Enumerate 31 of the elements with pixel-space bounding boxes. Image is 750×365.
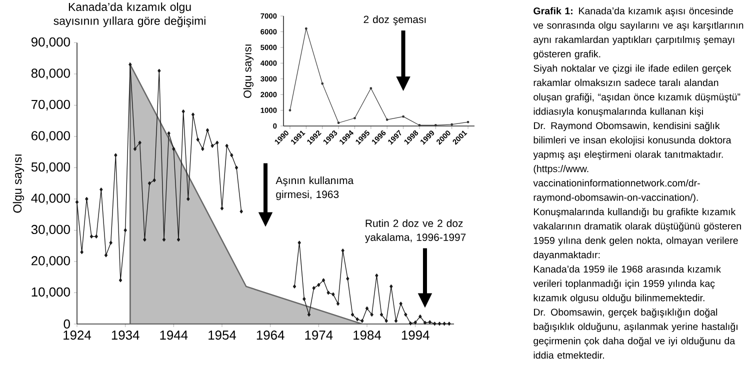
x-tick-label: 1934: [112, 330, 140, 340]
y-tick-label: 50,000: [31, 162, 70, 174]
x-tick-label: 1964: [256, 330, 284, 340]
text: raymond-obomsawin-on-vaccination/).: [534, 194, 698, 203]
x-tick-label: 1944: [160, 330, 188, 340]
text: Dr. Obomsawin, gerçek bağışıklığın doğal bağışıklık olduğunu, aşılanmak yerine hastalığı geçirmenin çok daha doğal ve iyi olduğunu da iddia etmektedir.: [534, 308, 738, 359]
text: Konuşmalarında kullandığı bu grafikte kızamık vakalarının dramatik olarak düştüğünü gösteren 1959 yılına denk gelen nokta, olmayan verilere dayanmaktadır:: [533, 208, 741, 260]
y-tick-label: 70,000: [32, 100, 70, 111]
y-tick-label: 0: [64, 319, 70, 329]
annotation: Rutin 2 doz ve 2 doz yakalama, 1996-1997: [365, 219, 466, 244]
text: Siyah noktalar ve çizgi ile ifade edilen gerçek rakamlar olmaksızın sadece taralı alandan oluşan grafiği, “aşıdan önce kızamık düşmüştü” iddiasıyla konuşmalarında kullanan kişi Dr. Raymond Obomsawin, kendisini sağlık bilimleri ve insan ekolojisi konusunda doktora yapmış aşı eleştirmeni olarak tanıtmaktadır. (https://www.: [533, 64, 740, 174]
y-tick-label: 40,000: [31, 194, 70, 204]
y-axis-title: Olgu sayısı: [12, 154, 24, 213]
text: Grafik 1: Kanada’da kızamık aşısı öncesinde ve sonrasında olgu sayılarını ve aşı karşıtlarının aynı rakamlardan yaptıkları çarpıtılmış şemayı gösteren grafik.: [533, 7, 744, 60]
y-tick-label: 30,000: [31, 224, 70, 236]
text: Kanada’da 1959 ile 1968 arasında kızamık verileri toplanmadığı için 1959 yılında kaç kızamık olgusu olduğu bilinmemektedir.: [533, 265, 721, 304]
y-tick-label: 20,000: [32, 256, 70, 267]
y-tick-label: 90,000: [31, 37, 70, 48]
x-tick-label: 1994: [402, 330, 430, 340]
text: vaccinationinformationnetwork.com/dr-: [533, 179, 700, 187]
y-tick-label: 10,000: [32, 287, 70, 298]
annotation: Aşının kullanıma girmesi, 1963: [276, 176, 354, 200]
x-tick-label: 1924: [64, 330, 92, 340]
x-tick-label: 1984: [354, 330, 382, 340]
y-axis-title: Olgu sayısı: [243, 44, 254, 98]
x-tick-label: 1954: [208, 330, 236, 340]
chart-title: Kanada’da kızamık olgu sayısının yıllara göre değişimi: [54, 2, 206, 28]
y-tick-label: 80,000: [31, 68, 70, 80]
y-tick-label: 60,000: [32, 131, 70, 142]
x-tick-label: 1974: [305, 330, 333, 340]
annotation: 2 doz şeması: [364, 15, 426, 26]
